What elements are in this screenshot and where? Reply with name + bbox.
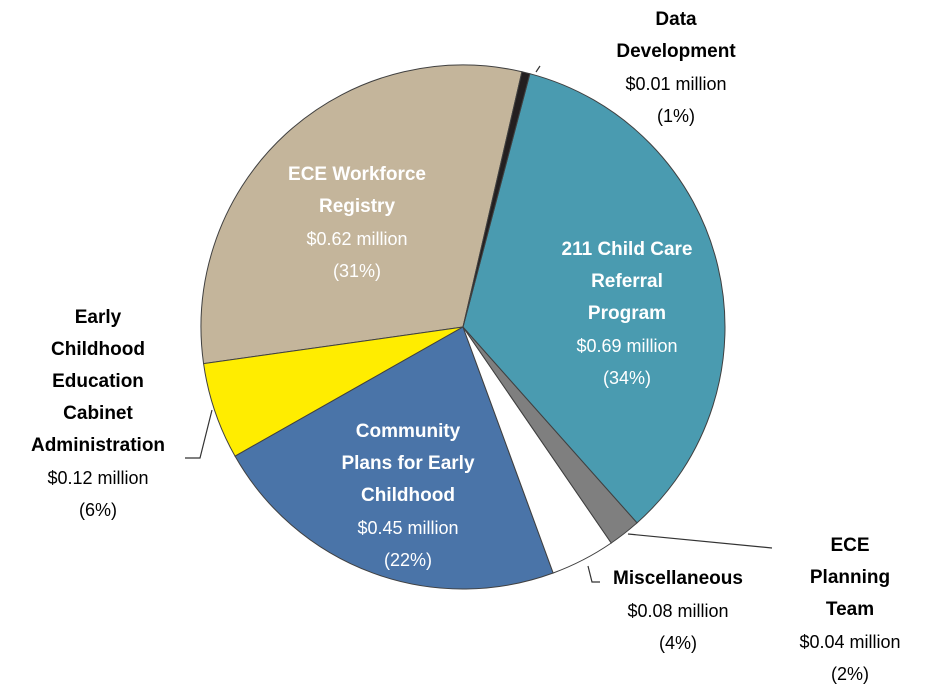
value-label: $0.69 million	[576, 336, 678, 356]
pie-slice	[200, 64, 523, 365]
percent-label: (22%)	[383, 550, 432, 570]
chart	[185, 64, 773, 590]
leader-line	[627, 533, 773, 549]
page: (() => { const data = JSON.parse(documen…	[30, 4, 901, 684]
percent-label: (31%)	[332, 261, 381, 281]
category-label: 211 Child Care Referral Program	[561, 239, 693, 324]
slice-label: 211 Child Care Referral Program $0.69 mil…	[562, 234, 693, 394]
leader-line	[535, 65, 541, 73]
value-label: $0.04 million	[799, 632, 901, 652]
category-label: Data Development	[616, 9, 736, 62]
value-label: $0.62 million	[306, 229, 408, 249]
category-label: Early Childhood Education Cabinet Admini…	[30, 307, 166, 456]
slice-label: Community Plans for Early Childhood $0.45…	[341, 416, 474, 576]
value-label: $0.45 million	[357, 518, 459, 538]
category-label: Miscellaneous	[613, 568, 743, 589]
leader-line	[587, 565, 600, 583]
pie-slice	[462, 73, 726, 524]
value-label: $0.12 million	[47, 468, 149, 488]
percent-label: (4%)	[658, 633, 698, 653]
category-label: ECE Workforce Registry	[288, 164, 426, 217]
leaders	[185, 65, 773, 583]
slice-label: ECE Planning Team $0.04 million (2%)	[799, 530, 900, 690]
slice-label: Miscellaneous $0.08 million (4%)	[613, 563, 743, 659]
percent-label: (1%)	[656, 106, 695, 126]
slice-label: Early Childhood Education Cabinet Admini…	[31, 302, 165, 526]
pie-slice	[234, 326, 554, 590]
leader-line	[185, 409, 213, 459]
slice-label: ECE Workforce Registry $0.62 million (31%)	[288, 159, 426, 287]
category-label: Community Plans for Early Childhood	[341, 421, 475, 506]
percent-label: (6%)	[78, 500, 117, 520]
percent-label: (2%)	[830, 664, 869, 684]
value-label: $0.01 million	[625, 74, 727, 94]
category-label: ECE Planning Team	[809, 535, 891, 620]
value-label: $0.08 million	[627, 601, 729, 621]
slice-label: Data Development $0.01 million (1%)	[616, 4, 735, 132]
pie-slice	[462, 71, 531, 328]
percent-label: (34%)	[602, 368, 652, 388]
